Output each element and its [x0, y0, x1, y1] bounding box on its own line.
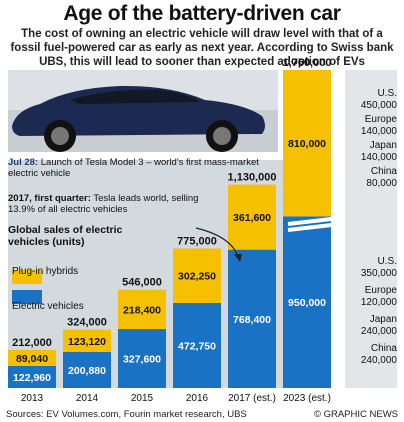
annotation-arrow	[195, 227, 239, 257]
region-europe-hybrid: Europe 140,000	[360, 114, 397, 137]
total-label-1: 324,000	[67, 317, 107, 329]
annotation-tesla-launch: Jul 28: Launch of Tesla Model 3 – world'…	[8, 157, 276, 179]
ev-value-label-2: 327,600	[123, 354, 161, 366]
bars-layer	[8, 70, 331, 388]
bar-ev-1	[63, 351, 111, 388]
category-label-1: 2014	[76, 393, 99, 404]
legend-label-hybrid: Plug-in hybrids	[12, 266, 79, 277]
legend-swatch-ev	[12, 290, 42, 304]
hybrid-value-label-1: 123,120	[68, 336, 106, 348]
total-label-3: 775,000	[177, 236, 217, 248]
region-europe-ev: Europe 120,000	[360, 285, 397, 308]
bar-hybrid-2	[118, 289, 166, 330]
category-label-3: 2016	[186, 393, 209, 404]
legend-heading: Global sales of electric vehicles (units…	[8, 224, 123, 248]
bar-hybrid-0	[8, 349, 56, 366]
bar-hybrid-3	[173, 248, 221, 303]
tesla-launch-date: Jul 28:	[8, 157, 39, 168]
axis-break	[287, 216, 341, 232]
bar-ev-0	[8, 365, 56, 388]
category-label-4: 2017 (est.)	[228, 393, 276, 404]
ev-value-label-1: 200,880	[68, 365, 106, 377]
hybrid-value-label-2: 218,400	[123, 304, 161, 316]
tesla-q1-date: 2017, first quarter:	[8, 193, 91, 204]
category-label-0: 2013	[21, 393, 44, 404]
ev-value-label-5: 950,000	[288, 297, 326, 309]
page-subtitle: The cost of owning an electric vehicle w…	[10, 28, 394, 68]
bar-hybrid-4	[228, 184, 276, 250]
region-japan-hybrid: Japan 140,000	[360, 140, 397, 163]
annotation-tesla-q1: 2017, first quarter: Tesla leads world, …	[8, 193, 208, 215]
photo-panel-white-strip	[8, 152, 278, 160]
legend-swatch-hybrid	[12, 270, 42, 284]
region-panel	[345, 70, 397, 388]
bar-ev-2	[118, 329, 166, 388]
total-label-5: 1,760,000	[283, 57, 332, 69]
bar-hybrid-1	[63, 329, 111, 352]
tesla-q1-text: Tesla leads world, selling 13.9% of all …	[8, 193, 199, 215]
region-list-hybrid: U.S. 450,000 Europe 140,000 Japan 140,000 C…	[345, 88, 397, 189]
labels-layer: 122,960 89,040 212,000 2013 200,880 123,120 32…	[12, 57, 331, 404]
region-us-hybrid: U.S. 450,000	[360, 88, 397, 111]
hybrid-value-label-4: 361,600	[233, 212, 271, 224]
bar-ev-4	[228, 249, 276, 388]
hybrid-value-label-3: 302,250	[178, 271, 216, 283]
sources-note: Sources: EV Volumes.com, Fourin market r…	[6, 409, 247, 420]
tesla-launch-text: Launch of Tesla Model 3 – world's first …	[8, 157, 259, 179]
ev-value-label-0: 122,960	[13, 372, 51, 384]
legend-label-ev: Electric vehicles	[12, 301, 84, 312]
total-label-0: 212,000	[12, 337, 52, 349]
ev-value-label-3: 472,750	[178, 340, 216, 352]
bar-hybrid-5	[283, 70, 331, 217]
tesla-car-icon	[12, 85, 265, 152]
ev-value-label-4: 768,400	[233, 314, 271, 326]
bar-ev-3	[173, 302, 221, 388]
region-list-ev: U.S. 350,000 Europe 120,000 Japan 240,000 C…	[345, 256, 397, 366]
hybrid-value-label-0: 89,040	[16, 353, 48, 365]
category-label-5: 2023 (est.)	[283, 393, 331, 404]
total-label-4: 1,130,000	[228, 172, 277, 184]
page-title: Age of the battery-driven car	[63, 2, 341, 25]
bar-ev-5	[283, 216, 331, 388]
region-us-ev: U.S. 350,000	[360, 256, 397, 279]
region-japan-ev: Japan 240,000	[360, 314, 397, 337]
total-label-2: 546,000	[122, 277, 162, 289]
annotation-arrow-head	[234, 254, 242, 262]
region-china-ev: China 240,000	[360, 343, 397, 366]
credit-note: © GRAPHIC NEWS	[313, 409, 398, 420]
region-china-hybrid: China 80,000	[366, 166, 397, 189]
hybrid-value-label-5: 810,000	[288, 138, 326, 150]
category-label-2: 2015	[131, 393, 154, 404]
